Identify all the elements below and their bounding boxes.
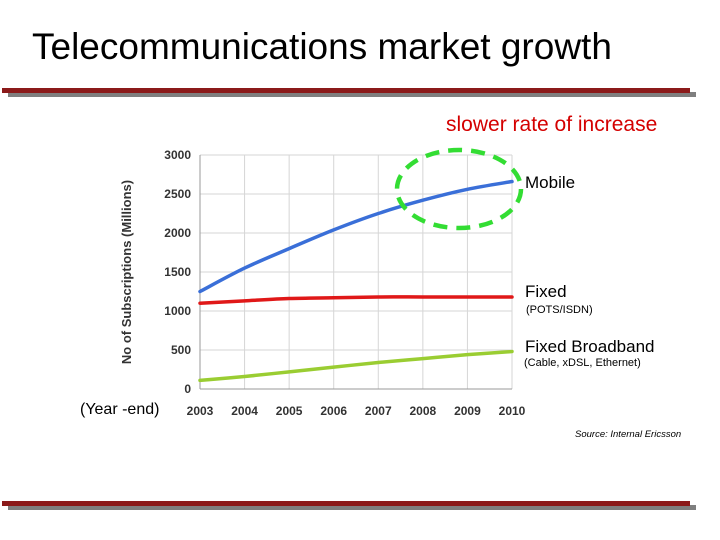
y-tick-label: 1000 <box>164 304 191 318</box>
top-rule-shadow <box>8 92 696 97</box>
y-axis-title: No of Subscriptions (Millions) <box>119 180 134 364</box>
series-line-fixed-broadband <box>198 349 514 383</box>
y-tick-label: 500 <box>171 343 191 357</box>
series-sublabel-broadband: (Cable, xDSL, Ethernet) <box>524 357 641 369</box>
top-rule <box>2 88 690 93</box>
x-tick-label: 2008 <box>410 404 437 418</box>
x-tick-label: 2009 <box>454 404 481 418</box>
x-tick-label: 2007 <box>365 404 392 418</box>
series-line-mobile <box>198 179 514 294</box>
x-tick-label: 2006 <box>320 404 347 418</box>
series-line-fixed <box>198 295 514 305</box>
slower-rate-annotation: slower rate of increase <box>446 113 658 136</box>
x-tick-label: 2003 <box>187 404 214 418</box>
y-tick-label: 2000 <box>164 226 191 240</box>
bottom-rule <box>2 501 690 506</box>
series-label-fixed: Fixed <box>525 282 567 301</box>
y-tick-label: 2500 <box>164 187 191 201</box>
slide-title: Telecommunications market growth <box>32 26 612 67</box>
y-tick-label: 0 <box>184 382 191 396</box>
y-tick-label: 3000 <box>164 148 191 162</box>
highlight-ellipse <box>394 147 524 231</box>
x-unit-label: (Year -end) <box>80 401 160 418</box>
x-tick-label: 2005 <box>276 404 303 418</box>
source-note: Source: Internal Ericsson <box>575 429 682 440</box>
series-label-broadband: Fixed Broadband <box>525 337 655 356</box>
x-tick-label: 2004 <box>231 404 258 418</box>
series-label-mobile: Mobile <box>525 173 576 192</box>
series-sublabel-fixed: (POTS/ISDN) <box>526 304 593 316</box>
y-tick-label: 1500 <box>164 265 191 279</box>
bottom-rule-shadow <box>8 505 696 510</box>
x-tick-label: 2010 <box>499 404 526 418</box>
